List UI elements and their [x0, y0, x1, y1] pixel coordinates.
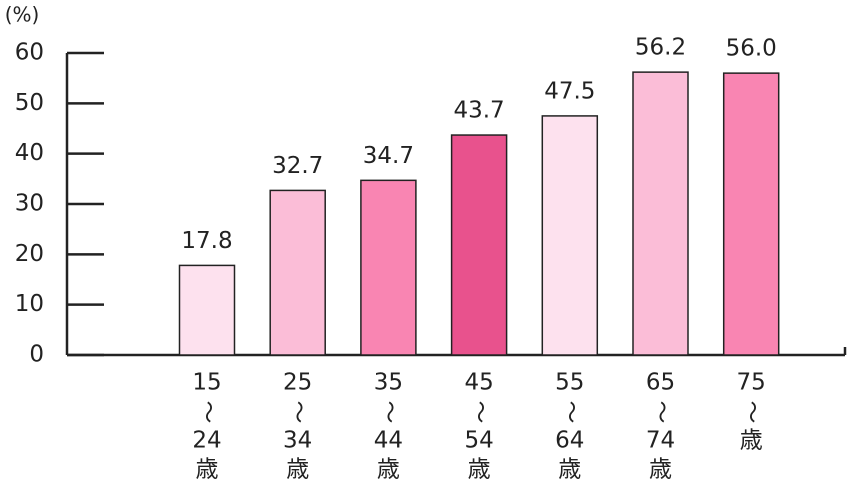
y-tick-label: 60: [15, 40, 44, 66]
x-tick-label: 65: [646, 370, 675, 396]
y-tick-label: 0: [29, 342, 44, 368]
x-tick-label: 〜: [195, 401, 221, 424]
bar: [360, 179, 417, 356]
x-tick-label: 64: [555, 428, 584, 454]
x-tick-label: 歳: [286, 457, 309, 480]
bar: [178, 264, 236, 356]
x-tick-label: 〜: [648, 401, 674, 424]
x-tick-label: 歳: [468, 457, 491, 480]
value-label: 56.2: [635, 35, 686, 61]
x-tick-label: 〜: [557, 401, 583, 424]
value-label: 17.8: [181, 228, 232, 254]
x-tick-label: 55: [555, 370, 584, 396]
x-tick-label: 25: [283, 370, 312, 396]
value-label: 34.7: [363, 143, 414, 169]
x-tick-label: 34: [283, 428, 312, 454]
x-tick-label: 歳: [558, 457, 581, 480]
y-tick-label: 30: [15, 191, 44, 217]
x-tick-label: 54: [464, 428, 493, 454]
bar: [632, 71, 689, 356]
bar: [269, 189, 326, 356]
x-tick-label: 74: [646, 428, 675, 454]
x-tick-label: 〜: [739, 401, 765, 424]
bar: [541, 115, 599, 356]
x-tick-label: 75: [737, 370, 766, 396]
y-tick-label: 20: [15, 241, 44, 267]
value-label: 56.0: [726, 36, 777, 62]
x-tick-label: 歳: [196, 457, 219, 480]
x-tick-label: 歳: [740, 428, 763, 454]
x-tick-label: 〜: [467, 401, 493, 424]
x-tick-label: 歳: [649, 457, 672, 480]
bar: [450, 134, 508, 356]
x-tick-label: 15: [192, 370, 221, 396]
unit-label: (%): [5, 3, 40, 27]
value-label: 32.7: [272, 153, 323, 179]
y-tick-label: 50: [15, 90, 44, 116]
x-tick-label: 〜: [376, 401, 402, 424]
x-tick-label: 歳: [377, 457, 400, 480]
x-tick-label: 35: [374, 370, 403, 396]
x-tick-label: 〜: [285, 401, 311, 424]
value-label: 47.5: [544, 78, 595, 104]
x-tick-label: 45: [464, 370, 493, 396]
value-label: 43.7: [453, 98, 504, 124]
y-tick-label: 40: [15, 140, 44, 166]
x-tick-label: 24: [192, 428, 221, 454]
x-tick-label: 44: [374, 428, 403, 454]
y-tick-label: 10: [15, 291, 44, 317]
bar: [722, 72, 780, 356]
